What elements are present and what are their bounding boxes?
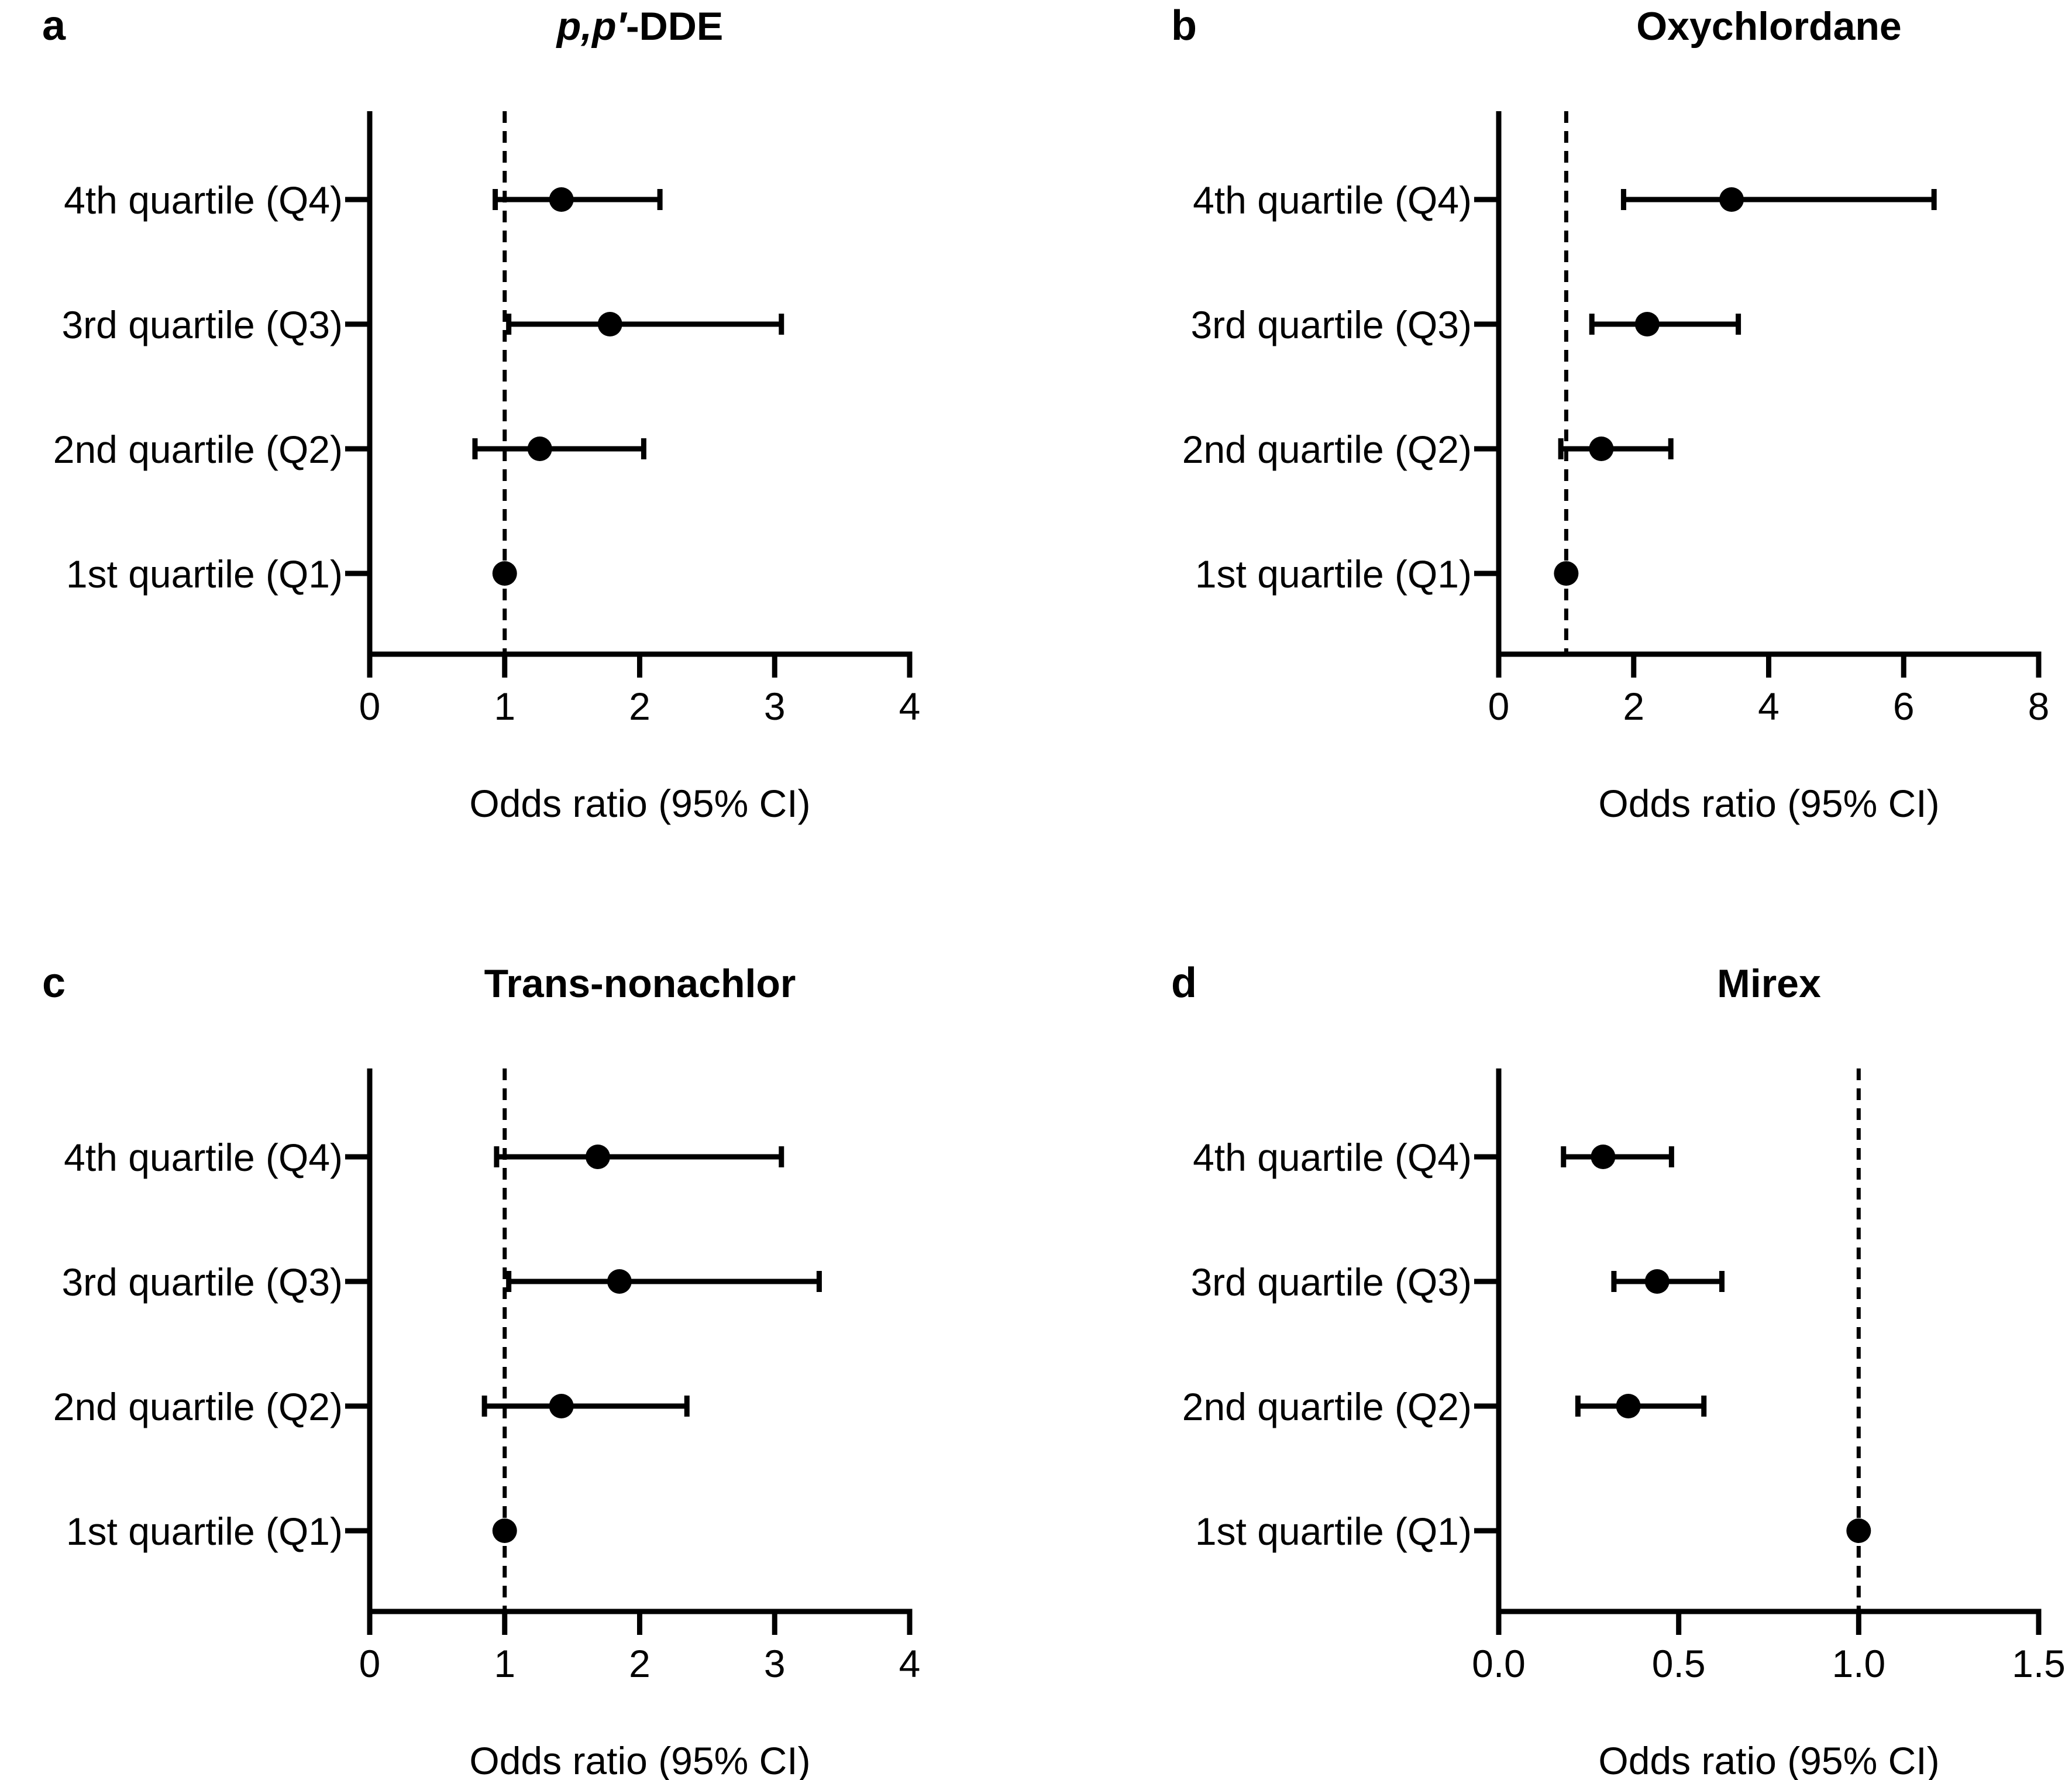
category-label: 1st quartile (Q1) — [1195, 1510, 1472, 1553]
odds-ratio-point — [585, 1145, 610, 1169]
panel-c: c Trans-nonachlor 0 1 2 3 4 Odds ratio (95% CI)… — [42, 960, 920, 1780]
x-axis-title: Odds ratio (95% CI) — [469, 782, 810, 825]
x-tick-label: 0 — [359, 1642, 381, 1685]
x-axis-title: Odds ratio (95% CI) — [1598, 782, 1939, 825]
odds-ratio-point — [1591, 1145, 1616, 1169]
x-tick-label: 0.0 — [1472, 1642, 1526, 1685]
odds-ratio-point — [1634, 312, 1660, 336]
odds-ratio-point — [492, 561, 517, 586]
category-label: 1st quartile (Q1) — [1195, 552, 1472, 596]
panel-d-letter: d — [1171, 960, 1197, 1006]
category-label: 2nd quartile (Q2) — [1182, 1385, 1472, 1428]
category-label: 3rd quartile (Q3) — [1190, 1260, 1472, 1304]
category-label: 2nd quartile (Q2) — [53, 428, 343, 471]
odds-ratio-point — [549, 187, 574, 212]
title-segment: Oxychlordane — [1636, 4, 1902, 49]
panel-b: b Oxychlordane 0 2 4 6 8 Odds ratio (95% CI) 4th… — [1171, 2, 2049, 825]
category-label: 1st quartile (Q1) — [66, 552, 343, 596]
x-tick-label: 1.5 — [2012, 1642, 2066, 1685]
odds-ratio-point — [1554, 561, 1579, 586]
panel-a: a p,p′-DDE 0 1 2 3 4 Odds ratio (95% CI) 4th qua… — [42, 2, 920, 825]
x-tick-label: 0 — [359, 685, 381, 728]
x-tick-label: 1 — [494, 685, 515, 728]
x-tick-label: 1.0 — [1832, 1642, 1885, 1685]
title-segment: -DDE — [626, 4, 723, 49]
x-tick-label: 4 — [1758, 685, 1780, 728]
x-tick-label: 2 — [1623, 685, 1644, 728]
x-tick-label: 3 — [764, 685, 786, 728]
panel-c-letter: c — [42, 960, 66, 1006]
x-tick-label: 1 — [494, 1642, 515, 1685]
x-axis-title: Odds ratio (95% CI) — [469, 1739, 810, 1780]
panel-c-title: Trans-nonachlor — [484, 961, 796, 1006]
title-segment: Trans-nonachlor — [484, 961, 796, 1006]
x-tick-label: 2 — [629, 1642, 650, 1685]
panel-b-title: Oxychlordane — [1636, 4, 1902, 49]
panel-a-title: p,p′-DDE — [556, 4, 724, 49]
category-label: 4th quartile (Q4) — [1193, 178, 1472, 222]
panel-d: d Mirex 0.0 0.5 1.0 1.5 Odds ratio (95% CI) 4th… — [1171, 960, 2066, 1780]
odds-ratio-point — [1616, 1394, 1641, 1418]
odds-ratio-point — [1644, 1269, 1670, 1294]
x-tick-label: 8 — [2028, 685, 2050, 728]
category-label: 3rd quartile (Q3) — [61, 1260, 343, 1304]
category-label: 3rd quartile (Q3) — [61, 303, 343, 346]
odds-ratio-point — [1589, 437, 1614, 461]
category-label: 4th quartile (Q4) — [64, 178, 343, 222]
category-label: 2nd quartile (Q2) — [1182, 428, 1472, 471]
panel-d-title: Mirex — [1717, 961, 1821, 1006]
odds-ratio-point — [549, 1394, 574, 1418]
category-label: 4th quartile (Q4) — [1193, 1136, 1472, 1179]
category-label: 2nd quartile (Q2) — [53, 1385, 343, 1428]
x-axis-title: Odds ratio (95% CI) — [1598, 1739, 1939, 1780]
category-label: 4th quartile (Q4) — [64, 1136, 343, 1179]
panel-a-letter: a — [42, 2, 66, 49]
x-tick-label: 4 — [899, 1642, 921, 1685]
x-tick-label: 0 — [1488, 685, 1510, 728]
odds-ratio-point — [607, 1269, 632, 1294]
category-label: 1st quartile (Q1) — [66, 1510, 343, 1553]
title-segment: Mirex — [1717, 961, 1821, 1006]
panel-b-letter: b — [1171, 2, 1197, 49]
odds-ratio-point — [1719, 187, 1744, 212]
title-segment: p,p′ — [556, 4, 628, 49]
category-label: 3rd quartile (Q3) — [1190, 303, 1472, 346]
x-tick-label: 2 — [629, 685, 650, 728]
x-tick-label: 0.5 — [1652, 1642, 1706, 1685]
x-tick-label: 3 — [764, 1642, 786, 1685]
x-tick-label: 4 — [899, 685, 921, 728]
odds-ratio-point — [597, 312, 622, 336]
odds-ratio-point — [527, 437, 552, 461]
odds-ratio-point — [492, 1518, 517, 1543]
x-tick-label: 6 — [1893, 685, 1915, 728]
odds-ratio-point — [1846, 1518, 1871, 1543]
